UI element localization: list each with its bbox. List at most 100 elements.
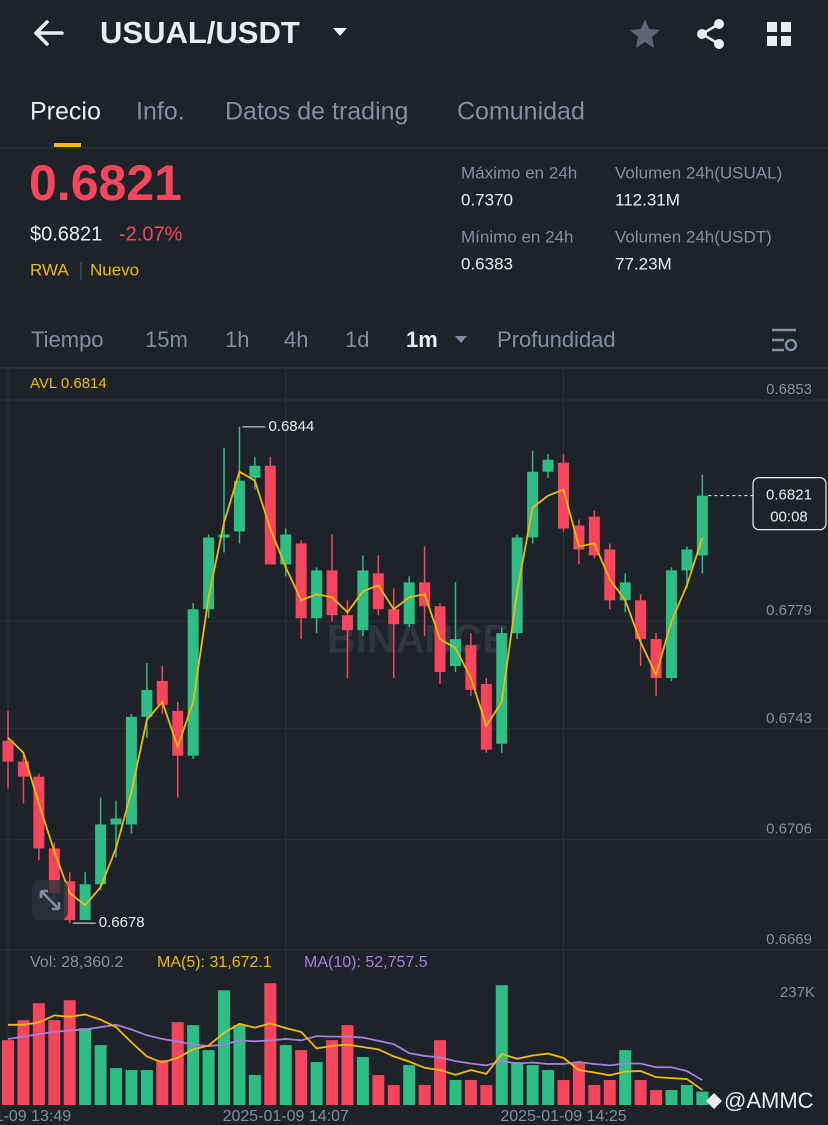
candle-body bbox=[280, 534, 292, 565]
tab[interactable]: Comunidad bbox=[457, 98, 585, 126]
candle-body bbox=[326, 570, 338, 616]
volume-bar bbox=[48, 1020, 61, 1105]
usd-price: $0.6821 bbox=[30, 223, 102, 245]
volume-tick-label: 237K bbox=[780, 984, 815, 1001]
avl-label: AVL 0.6814 bbox=[30, 375, 107, 392]
candle-body bbox=[203, 537, 215, 610]
volume-bar bbox=[310, 1062, 323, 1105]
volume-bar bbox=[449, 1080, 462, 1105]
grid-icon bbox=[781, 22, 791, 32]
menu-grid[interactable] bbox=[767, 22, 791, 46]
candle-body bbox=[650, 639, 662, 678]
volume-bar bbox=[171, 1022, 184, 1105]
interval[interactable]: 15m bbox=[145, 327, 188, 352]
y-tick-label: 0.6853 bbox=[766, 381, 812, 398]
tab[interactable]: Info. bbox=[136, 98, 185, 126]
ma5-label: MA(5): 31,672.1 bbox=[157, 954, 272, 971]
expand-button[interactable] bbox=[32, 880, 68, 920]
interval[interactable]: 1d bbox=[345, 327, 369, 352]
candle-body bbox=[557, 462, 569, 529]
candle-body bbox=[635, 600, 647, 640]
x-tick-label: 2025-01-09 14:07 bbox=[223, 1108, 349, 1125]
volume-bar bbox=[434, 1040, 447, 1105]
volume-bar bbox=[542, 1070, 555, 1105]
candle-body bbox=[496, 633, 508, 744]
pair-dropdown[interactable] bbox=[333, 28, 347, 36]
grid: 0.6853 0.6779 0.6743 0.6706 0.6669 237K 2025-0… bbox=[0, 368, 828, 1125]
stat-label: Volumen 24h(USUAL) bbox=[615, 163, 782, 182]
interval[interactable]: 1h bbox=[225, 327, 249, 352]
interval[interactable]: Tiempo bbox=[31, 327, 104, 352]
volume-bar bbox=[2, 1040, 14, 1105]
price-change: -2.07% bbox=[119, 223, 183, 245]
candle-body bbox=[480, 683, 492, 750]
x-tick-label: 2025-01-09 14:25 bbox=[500, 1108, 626, 1125]
candle-body bbox=[372, 573, 384, 610]
candle-body bbox=[141, 689, 153, 717]
volume-bar bbox=[202, 1050, 215, 1105]
candle-body bbox=[388, 609, 400, 625]
volume-bar bbox=[233, 1025, 246, 1105]
volume-bar bbox=[356, 1057, 369, 1105]
volume-bar bbox=[572, 1062, 585, 1105]
volume-bar bbox=[418, 1085, 431, 1105]
candle-body bbox=[17, 761, 29, 777]
tab-active[interactable]: Precio bbox=[30, 98, 101, 126]
candle-body bbox=[295, 543, 307, 619]
volume-bar bbox=[696, 1091, 709, 1105]
candle-body bbox=[604, 549, 616, 601]
x-tick-label: 2025-01-09 13:49 bbox=[0, 1108, 71, 1125]
favorite-star[interactable] bbox=[630, 19, 660, 48]
volume-bar bbox=[295, 1050, 308, 1105]
share-button[interactable] bbox=[697, 19, 724, 49]
interval-active[interactable]: 1m bbox=[406, 327, 438, 352]
candle-body bbox=[449, 639, 461, 667]
stat-label: Mínimo en 24h bbox=[461, 227, 573, 246]
tab[interactable]: Datos de trading bbox=[225, 98, 408, 126]
plot-area: 0.6844 0.6678 0.6821 00:08 bbox=[2, 418, 827, 1105]
candle-body bbox=[465, 645, 477, 690]
candle-body bbox=[48, 848, 60, 894]
volume-bar bbox=[264, 983, 277, 1105]
candle-body bbox=[172, 710, 184, 756]
volume-bar bbox=[588, 1085, 601, 1105]
volume-bar bbox=[511, 1062, 524, 1105]
share-icon bbox=[701, 22, 720, 46]
tag[interactable]: Nuevo bbox=[90, 260, 139, 279]
extreme-label: 0.6678 bbox=[99, 914, 145, 931]
stat-value: 77.23M bbox=[615, 254, 672, 273]
volume-bar bbox=[94, 1045, 107, 1105]
candle-body bbox=[573, 525, 585, 550]
volume-bar bbox=[63, 1000, 76, 1105]
volume-ma10-line bbox=[7, 1023, 703, 1081]
volume-bar bbox=[125, 1070, 138, 1105]
volume-bar bbox=[634, 1080, 647, 1105]
interval[interactable]: Profundidad bbox=[497, 327, 616, 352]
volume-bar bbox=[387, 1085, 400, 1105]
tab-indicator bbox=[54, 143, 81, 147]
y-tick-label: 0.6706 bbox=[766, 820, 812, 837]
candle-body bbox=[681, 549, 693, 571]
expand-icon bbox=[39, 889, 61, 911]
grid-icon bbox=[781, 36, 791, 46]
interval-dropdown[interactable] bbox=[455, 336, 467, 343]
ma10-label: MA(10): 52,757.5 bbox=[304, 954, 428, 971]
watermark-icon bbox=[706, 1093, 722, 1109]
extreme-label: 0.6844 bbox=[268, 418, 314, 435]
volume-bar bbox=[665, 1090, 678, 1105]
grid-icon bbox=[767, 22, 777, 32]
tag[interactable]: RWA bbox=[30, 260, 69, 279]
grid-icon bbox=[767, 36, 777, 46]
volume-bar bbox=[279, 1045, 292, 1105]
volume-bar bbox=[17, 1020, 30, 1105]
candle-body bbox=[264, 465, 276, 565]
watermark: @AMMC bbox=[724, 1088, 814, 1113]
interval[interactable]: 4h bbox=[284, 327, 308, 352]
back-button[interactable] bbox=[34, 20, 64, 46]
candle-body bbox=[33, 776, 45, 849]
candle-body bbox=[156, 680, 168, 705]
pair-title[interactable]: USUAL/USDT bbox=[100, 15, 300, 50]
back-icon bbox=[34, 20, 64, 46]
chart-settings[interactable] bbox=[772, 328, 798, 352]
y-tick-label: 0.6779 bbox=[766, 602, 812, 619]
